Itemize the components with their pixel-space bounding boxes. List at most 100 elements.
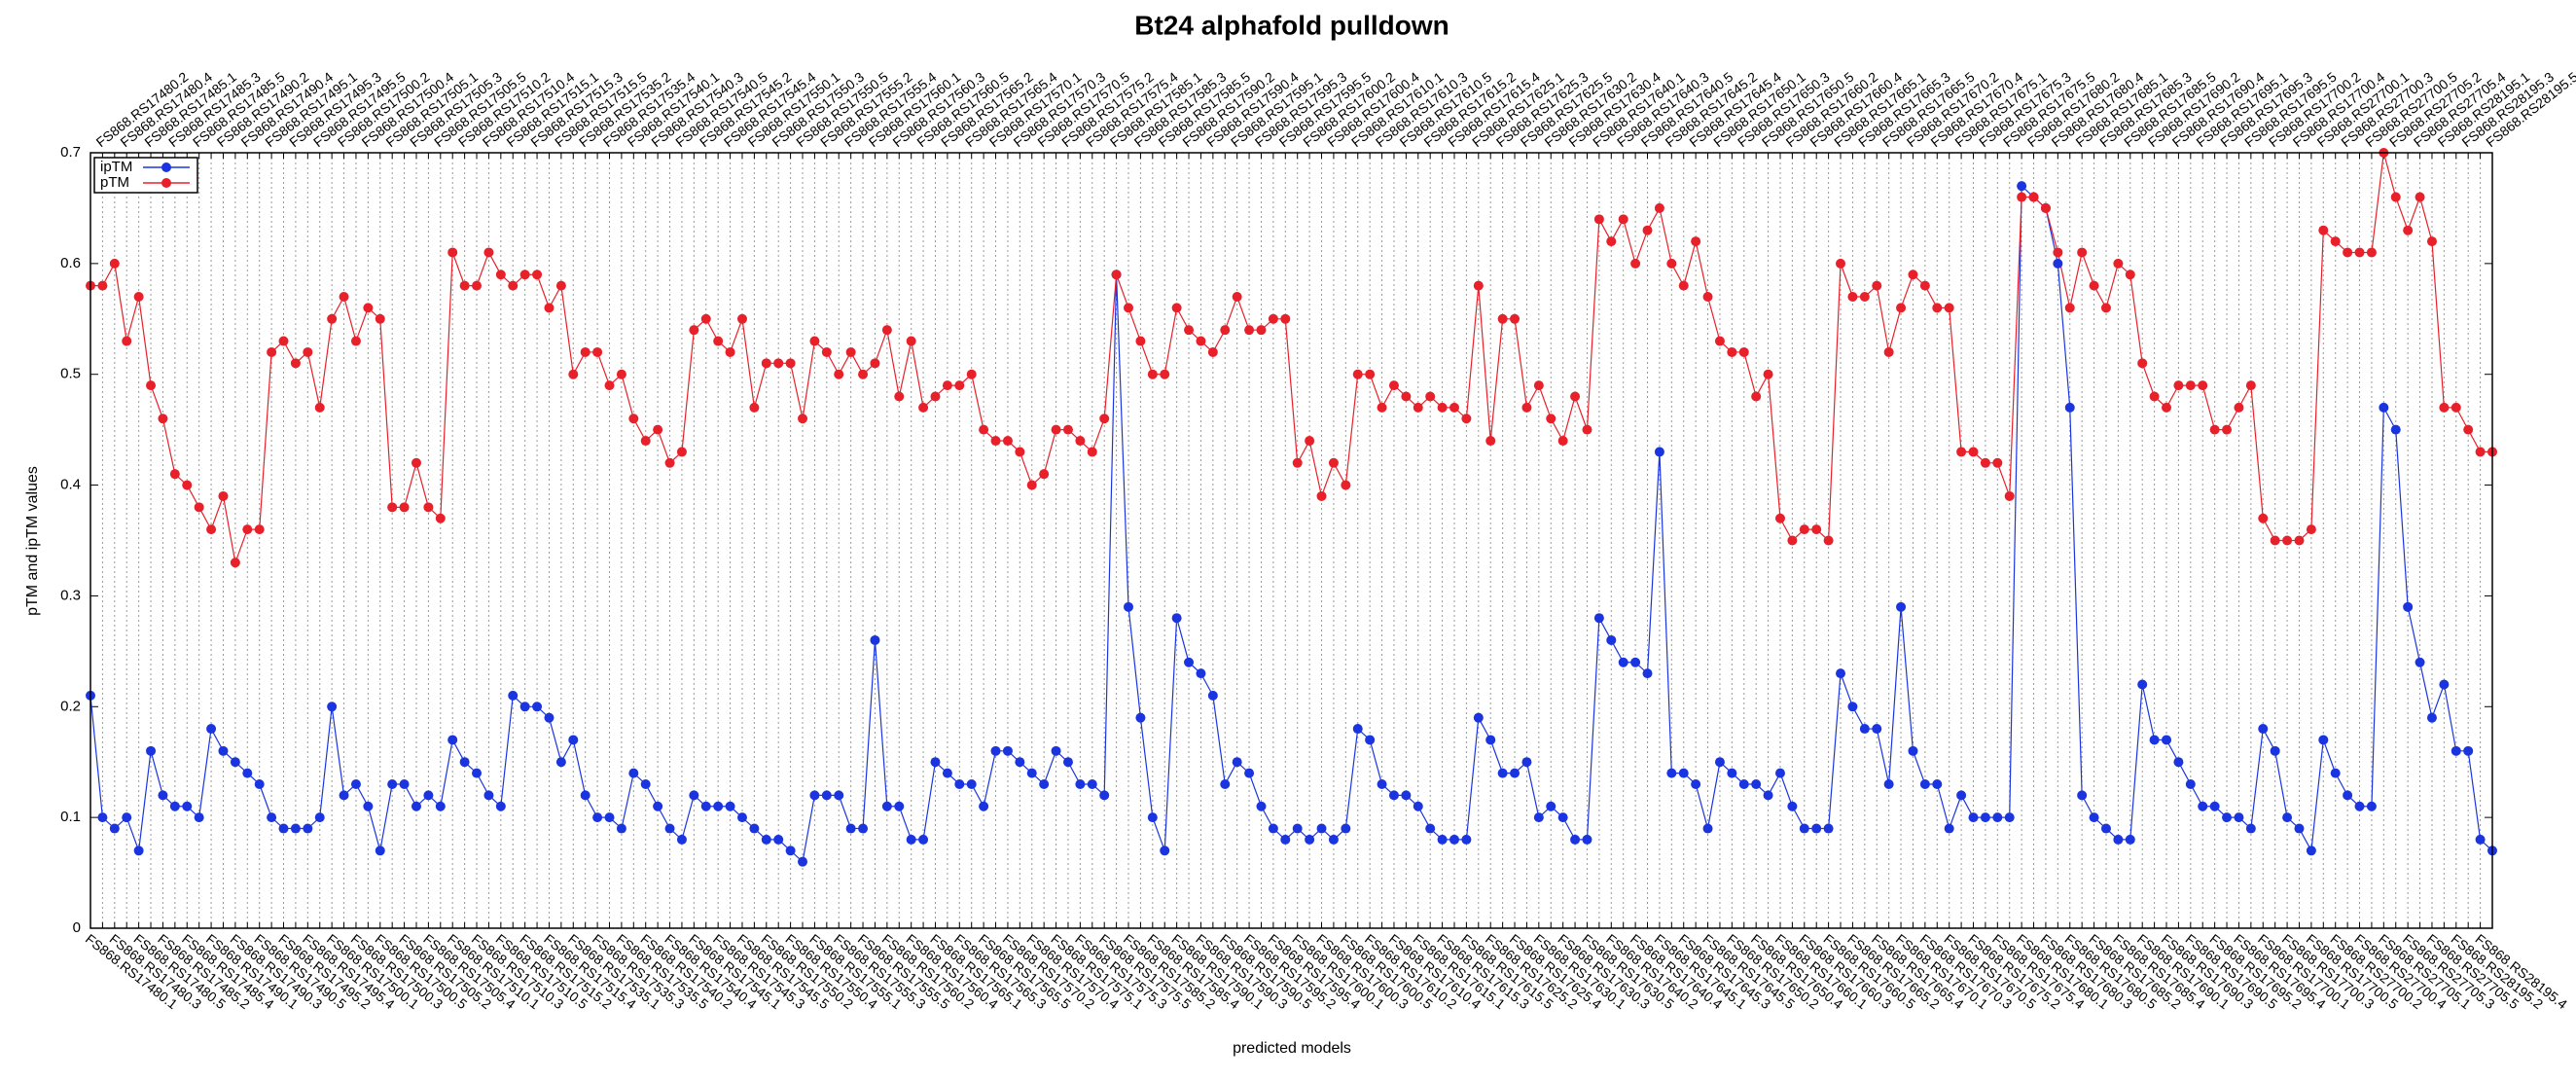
- data-point: [1268, 313, 1278, 324]
- data-point: [387, 502, 398, 513]
- data-point: [2451, 402, 2461, 413]
- data-point: [1268, 823, 1278, 834]
- data-point: [1147, 369, 1158, 379]
- data-point: [375, 313, 385, 324]
- data-point: [1220, 778, 1231, 789]
- data-point: [2270, 745, 2280, 756]
- data-point: [508, 280, 519, 291]
- data-point: [1377, 402, 1387, 413]
- data-point: [1896, 601, 1907, 612]
- data-point: [2209, 424, 2220, 435]
- data-point: [1207, 690, 1218, 701]
- data-point: [1051, 424, 1061, 435]
- data-point: [1062, 757, 1073, 768]
- data-point: [2089, 812, 2099, 823]
- data-point: [1787, 535, 1798, 546]
- data-point: [459, 280, 470, 291]
- data-point: [2282, 812, 2293, 823]
- data-point: [798, 414, 808, 424]
- data-point: [1413, 402, 1423, 413]
- data-point: [1836, 258, 1846, 269]
- data-point: [845, 823, 856, 834]
- data-point: [2379, 402, 2389, 413]
- data-point: [555, 757, 566, 768]
- data-point: [2209, 801, 2220, 811]
- data-point: [2343, 790, 2353, 801]
- data-point: [267, 812, 277, 823]
- data-point: [1557, 812, 1568, 823]
- data-point: [2017, 192, 2027, 202]
- data-point: [1980, 457, 1990, 468]
- data-point: [1111, 270, 1122, 280]
- data-point: [1896, 303, 1907, 313]
- data-point: [1666, 768, 1677, 778]
- data-point: [447, 735, 458, 745]
- data-point: [616, 823, 626, 834]
- data-point: [834, 369, 844, 379]
- data-point: [1787, 801, 1798, 811]
- data-point: [435, 513, 446, 523]
- data-point: [1872, 280, 1882, 291]
- data-point: [1425, 391, 1436, 402]
- data-point: [1087, 447, 1097, 457]
- data-point: [2258, 724, 2269, 735]
- data-point: [2222, 812, 2233, 823]
- data-point: [1280, 313, 1291, 324]
- data-point: [1341, 480, 1351, 490]
- data-point: [990, 436, 1001, 447]
- data-point: [1799, 524, 1809, 535]
- data-point: [1908, 745, 1918, 756]
- data-point: [858, 369, 869, 379]
- data-point: [1002, 745, 1013, 756]
- data-point: [1654, 202, 1664, 213]
- data-point: [97, 812, 108, 823]
- data-point: [640, 778, 651, 789]
- data-point: [1256, 325, 1267, 336]
- data-point: [1062, 424, 1073, 435]
- data-point: [2330, 236, 2341, 247]
- data-point: [2162, 735, 2172, 745]
- data-point: [2306, 524, 2316, 535]
- data-point: [1691, 236, 1701, 247]
- plot-frame: [89, 152, 2493, 929]
- series-markers: [86, 148, 2497, 867]
- legend-label: ipTM: [100, 159, 132, 175]
- data-point: [2064, 402, 2075, 413]
- data-point: [1932, 778, 1943, 789]
- data-point: [990, 745, 1001, 756]
- data-point: [2366, 801, 2377, 811]
- data-point: [2439, 402, 2450, 413]
- data-point: [1135, 712, 1146, 723]
- data-point: [1968, 447, 1979, 457]
- data-point: [2475, 447, 2486, 457]
- data-point: [2294, 823, 2305, 834]
- data-point: [653, 424, 663, 435]
- data-point: [1026, 480, 1037, 490]
- data-point: [314, 812, 325, 823]
- data-point: [1388, 790, 1399, 801]
- data-point: [1533, 812, 1544, 823]
- data-point: [2004, 490, 2015, 501]
- data-point: [1124, 601, 1134, 612]
- data-point: [1642, 225, 1653, 235]
- data-point: [1678, 280, 1689, 291]
- data-point: [1160, 369, 1170, 379]
- data-point: [1196, 336, 1206, 346]
- data-point: [1473, 712, 1484, 723]
- data-point: [146, 745, 157, 756]
- data-point: [664, 823, 675, 834]
- data-point: [2173, 757, 2184, 768]
- data-point: [1497, 313, 1508, 324]
- data-point: [653, 801, 663, 811]
- data-point: [2053, 258, 2063, 269]
- data-point: [1305, 834, 1315, 845]
- data-point: [230, 757, 240, 768]
- y-tick-label: 0.6: [60, 255, 81, 271]
- data-point: [954, 380, 965, 391]
- legend-marker: [161, 178, 171, 188]
- data-point: [1992, 812, 2003, 823]
- data-point: [387, 778, 398, 789]
- data-point: [1305, 436, 1315, 447]
- data-point: [785, 846, 796, 856]
- data-point: [2294, 535, 2305, 546]
